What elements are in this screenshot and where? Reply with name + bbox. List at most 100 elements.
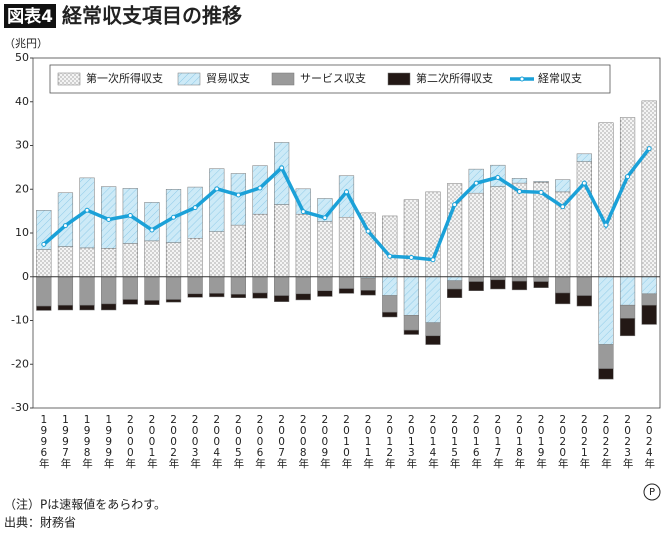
bar-segment bbox=[79, 276, 95, 306]
line-point bbox=[365, 228, 371, 234]
bar-segment bbox=[79, 247, 95, 277]
bar-segment bbox=[576, 161, 592, 277]
bar-segment bbox=[641, 100, 657, 277]
bar-segment bbox=[576, 276, 592, 296]
bar-segment bbox=[490, 279, 506, 290]
bar-segment bbox=[576, 295, 592, 307]
bar-segment bbox=[36, 305, 52, 311]
x-tick-label: 2014年 bbox=[427, 414, 439, 469]
y-tick-label: -30 bbox=[11, 401, 29, 414]
bar-segment bbox=[144, 276, 160, 301]
bar-segment bbox=[57, 246, 74, 277]
bar-segment bbox=[468, 276, 484, 282]
bar-segment bbox=[447, 276, 463, 281]
y-tick-label: 30 bbox=[15, 139, 29, 152]
x-tick-label: 1998年 bbox=[81, 414, 93, 469]
y-tick-label: 40 bbox=[15, 95, 29, 108]
p-circle bbox=[643, 483, 661, 501]
bar-segment bbox=[209, 231, 225, 277]
bar-segment bbox=[598, 276, 614, 345]
line-point bbox=[322, 215, 328, 221]
x-tick-label: 1999年 bbox=[103, 414, 115, 469]
y-tick-label: 0 bbox=[22, 270, 29, 283]
bar-segment bbox=[187, 238, 203, 277]
bar-segment bbox=[79, 304, 95, 311]
x-tick-label: 2024年 bbox=[643, 414, 655, 469]
x-tick-label: 2002年 bbox=[168, 414, 180, 469]
line-point bbox=[625, 174, 631, 180]
bar-segment bbox=[209, 293, 225, 298]
bar-segment bbox=[165, 276, 182, 300]
legend-label: 貿易収支 bbox=[206, 72, 250, 85]
bar-segment bbox=[122, 299, 138, 305]
line-point bbox=[430, 257, 436, 263]
x-tick-label: 2021年 bbox=[578, 414, 590, 469]
line-point bbox=[127, 213, 133, 218]
bar-segment bbox=[317, 276, 333, 291]
x-tick-label: 2011年 bbox=[362, 414, 374, 469]
legend-label: 第二次所得収支 bbox=[416, 71, 493, 85]
bar-segment bbox=[338, 175, 355, 218]
line-point bbox=[495, 174, 501, 180]
bar-segment bbox=[101, 303, 117, 311]
x-tick-label: 2019年 bbox=[535, 414, 547, 469]
bar-segment bbox=[295, 293, 311, 301]
bar-segment bbox=[598, 122, 614, 277]
bar-segment bbox=[533, 281, 549, 288]
bar-segment bbox=[533, 181, 549, 183]
bar-segment bbox=[425, 335, 441, 345]
legend-label: サービス収支 bbox=[300, 72, 366, 85]
x-tick-label: 2020年 bbox=[557, 414, 569, 469]
line-point bbox=[560, 204, 566, 210]
bar-segment bbox=[187, 293, 203, 298]
line-point bbox=[149, 227, 155, 233]
bar-segment bbox=[447, 280, 463, 290]
legend-swatch bbox=[387, 72, 411, 86]
x-tick-label: 2017年 bbox=[492, 414, 504, 469]
bar-segment bbox=[360, 290, 376, 296]
bar-segment bbox=[403, 276, 419, 316]
line-point bbox=[452, 202, 458, 208]
bar-segment bbox=[36, 276, 52, 307]
bar-segment bbox=[619, 276, 636, 306]
x-tick-label: 2004年 bbox=[211, 414, 223, 469]
bar-segment bbox=[425, 276, 441, 323]
legend-swatch bbox=[177, 72, 201, 86]
x-tick-label: 2022年 bbox=[600, 414, 612, 469]
line-point bbox=[235, 192, 241, 198]
x-tick-label: 2018年 bbox=[513, 414, 525, 469]
bar-segment bbox=[382, 215, 398, 277]
unit-label: （兆円） bbox=[4, 37, 48, 50]
bar-segment bbox=[425, 322, 441, 337]
x-tick-label: 2015年 bbox=[449, 414, 461, 469]
x-tick-label: 2003年 bbox=[189, 414, 201, 469]
bar-segment bbox=[382, 276, 398, 296]
line-point bbox=[538, 189, 544, 195]
line-point bbox=[516, 188, 522, 194]
bar-segment bbox=[619, 304, 636, 319]
badge-bg bbox=[4, 4, 56, 28]
x-tick-label: 2012年 bbox=[384, 414, 396, 469]
bar-segment bbox=[317, 290, 333, 297]
x-tick-label: 2001年 bbox=[146, 414, 158, 469]
x-tick-label: 2005年 bbox=[232, 414, 244, 469]
y-tick-label: -10 bbox=[11, 314, 29, 327]
y-tick-label: 50 bbox=[15, 51, 29, 64]
x-tick-label: 2000年 bbox=[124, 414, 136, 469]
bar-segment bbox=[230, 276, 246, 295]
line-point bbox=[41, 241, 47, 247]
x-tick-label: 2016年 bbox=[470, 414, 482, 469]
bar-segment bbox=[122, 276, 138, 300]
bar-segment bbox=[144, 300, 160, 305]
bar-segment bbox=[187, 186, 203, 239]
x-tick-label: 2006年 bbox=[254, 414, 266, 469]
bar-segment bbox=[619, 318, 636, 337]
source: 出典：財務省 bbox=[4, 515, 76, 530]
x-tick-label: 2007年 bbox=[276, 414, 288, 469]
bar-segment bbox=[101, 248, 117, 277]
x-tick-label: 1997年 bbox=[59, 414, 71, 469]
bar-segment bbox=[57, 276, 74, 306]
bar-segment bbox=[468, 192, 484, 277]
bar-segment bbox=[338, 276, 355, 289]
